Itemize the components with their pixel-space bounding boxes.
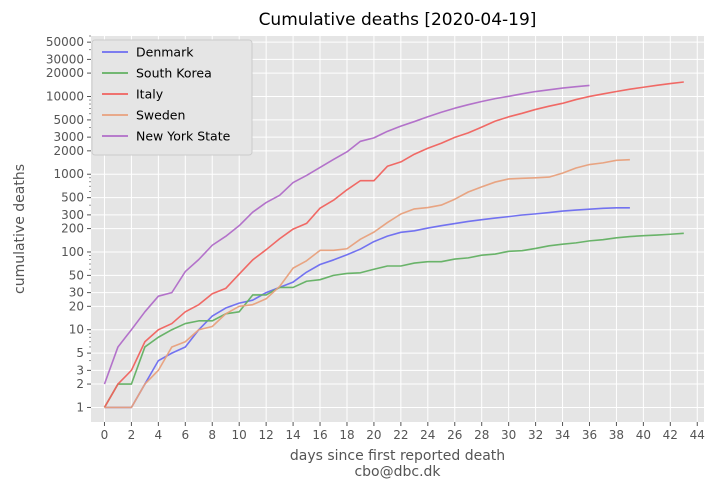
x-tick-label: 20 (366, 428, 381, 442)
x-tick-label: 16 (312, 428, 327, 442)
y-tick-label: 20 (69, 299, 84, 313)
x-tick-label: 0 (101, 428, 109, 442)
y-tick-label: 20000 (46, 66, 84, 80)
legend-label: Sweden (136, 108, 185, 123)
y-tick-label: 500 (61, 191, 84, 205)
y-tick-label: 5 (76, 346, 84, 360)
y-tick-label: 1000 (53, 167, 84, 181)
y-tick-label: 10000 (46, 89, 84, 103)
x-tick-label: 24 (420, 428, 435, 442)
x-tick-label: 8 (208, 428, 216, 442)
y-tick-label: 50 (69, 268, 84, 282)
x-tick-label: 4 (155, 428, 163, 442)
x-tick-label: 32 (528, 428, 543, 442)
x-tick-label: 10 (232, 428, 247, 442)
y-tick-label: 30000 (46, 52, 84, 66)
x-tick-label: 44 (690, 428, 705, 442)
x-tick-label: 34 (555, 428, 570, 442)
series-lines (103, 81, 684, 409)
legend-label: Italy (136, 87, 164, 102)
y-tick-label: 30 (69, 286, 84, 300)
y-tick-label: 2 (76, 377, 84, 391)
series-line-new-york-state (103, 84, 590, 385)
x-axis-label: days since first reported death (290, 448, 505, 464)
legend-box (91, 39, 253, 156)
y-axis-label: cumulative deaths (12, 164, 28, 294)
y-tick-label: 10 (69, 323, 84, 337)
series-line-denmark (104, 207, 630, 409)
x-tick-label: 18 (339, 428, 354, 442)
series-line-south-korea (103, 232, 684, 408)
y-tick-label: 3 (76, 363, 84, 377)
y-tick-label: 300 (61, 208, 84, 222)
y-tick-label: 50000 (46, 35, 84, 49)
x-tick-label: 22 (393, 428, 408, 442)
y-tick-label: 100 (61, 245, 84, 259)
y-tick-label: 1 (76, 400, 84, 414)
y-tick-label: 2000 (53, 144, 84, 158)
y-tick-label: 200 (61, 222, 84, 236)
legend-label: New York State (136, 129, 231, 144)
x-tick-label: 6 (181, 428, 189, 442)
chart-title: Cumulative deaths [2020-04-19] (259, 10, 537, 30)
x-tick-label: 30 (501, 428, 516, 442)
x-tick-label: 14 (285, 428, 300, 442)
x-tick-label: 36 (582, 428, 597, 442)
x-tick-label: 28 (474, 428, 489, 442)
x-axis-ticks: 0 2 4 6 8 10 12 14 16 18 20 22 24 26 28 30 32 34 36 38 40 42 4… (101, 422, 705, 442)
x-axis-note: cbo@dbc.dk (354, 464, 441, 480)
series-line-italy (103, 81, 684, 408)
legend-label: Denmark (136, 45, 194, 60)
y-tick-label: 3000 (53, 130, 84, 144)
x-tick-label: 40 (636, 428, 651, 442)
series-line-sweden (104, 158, 630, 409)
x-tick-label: 12 (259, 428, 274, 442)
y-tick-label: 5000 (53, 113, 84, 127)
x-tick-label: 26 (447, 428, 462, 442)
x-tick-label: 42 (663, 428, 678, 442)
x-tick-label: 38 (609, 428, 624, 442)
legend: Denmark South Korea Italy Sweden New York St… (91, 39, 253, 156)
legend-label: South Korea (136, 66, 212, 81)
x-tick-label: 2 (128, 428, 136, 442)
